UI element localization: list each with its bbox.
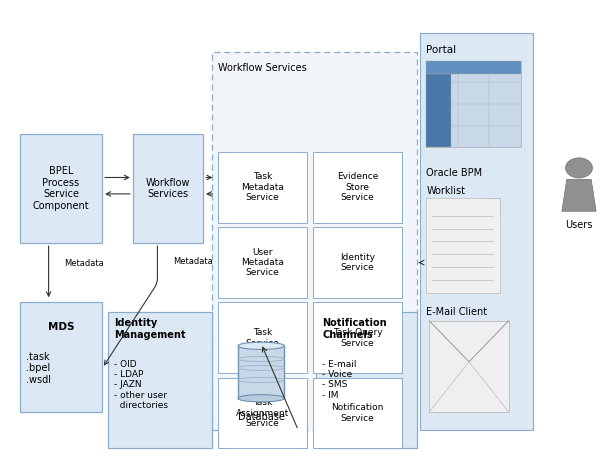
Bar	[429, 321, 509, 412]
Bar	[316, 312, 417, 448]
Bar	[426, 61, 521, 147]
Text: Workflow Services: Workflow Services	[219, 63, 307, 73]
Text: Notification
Service: Notification Service	[331, 403, 384, 423]
Polygon shape	[562, 179, 596, 211]
Text: Identity
Management: Identity Management	[114, 319, 186, 340]
Bar	[429, 204, 503, 300]
Bar	[313, 378, 402, 448]
Text: Users: Users	[565, 220, 593, 230]
Text: Task
Metadata
Service: Task Metadata Service	[241, 173, 284, 202]
Text: - E-mail
- Voice
- SMS
- IM: - E-mail - Voice - SMS - IM	[322, 359, 357, 400]
Text: Portal: Portal	[426, 45, 456, 55]
Bar	[212, 51, 417, 430]
Text: Worklist: Worklist	[426, 186, 465, 196]
Text: MDS: MDS	[48, 322, 74, 331]
Text: Database: Database	[238, 412, 285, 421]
Bar	[420, 34, 533, 430]
Text: Workflow
Services: Workflow Services	[146, 178, 190, 199]
Bar	[20, 134, 103, 243]
Bar	[219, 227, 307, 298]
Bar	[426, 197, 500, 293]
Text: Identity
Service: Identity Service	[340, 253, 375, 272]
Bar	[219, 378, 307, 448]
Bar	[108, 312, 212, 448]
Text: .task
.bpel
.wsdl: .task .bpel .wsdl	[26, 352, 51, 385]
Bar	[426, 61, 521, 74]
Bar	[20, 302, 103, 412]
Text: Oracle BPM: Oracle BPM	[426, 168, 483, 178]
Ellipse shape	[238, 342, 284, 349]
Text: User
Metadata
Service: User Metadata Service	[241, 248, 284, 278]
Bar	[219, 152, 307, 223]
Bar	[313, 227, 402, 298]
Text: Metadata: Metadata	[173, 257, 212, 266]
Ellipse shape	[238, 395, 284, 402]
Bar	[219, 302, 307, 373]
Bar	[313, 152, 402, 223]
Text: Metadata: Metadata	[64, 259, 104, 268]
Bar	[238, 346, 284, 398]
Text: Evidence
Store
Service: Evidence Store Service	[336, 173, 378, 202]
Text: BPEL
Process
Service
Component: BPEL Process Service Component	[33, 166, 89, 211]
Text: - OID
- LDAP
- JAZN
- other user
  directories: - OID - LDAP - JAZN - other user directo…	[114, 359, 168, 410]
Bar	[133, 134, 203, 243]
Text: E-Mail Client: E-Mail Client	[426, 307, 488, 317]
Bar	[426, 74, 451, 147]
Text: Task
Service: Task Service	[246, 328, 279, 347]
Text: Notification
Channels: Notification Channels	[322, 319, 387, 340]
Text: Task Query
Service: Task Query Service	[333, 328, 383, 347]
Circle shape	[565, 158, 593, 178]
Bar	[313, 302, 402, 373]
Text: Task
Assignment
Service: Task Assignment Service	[236, 398, 289, 428]
